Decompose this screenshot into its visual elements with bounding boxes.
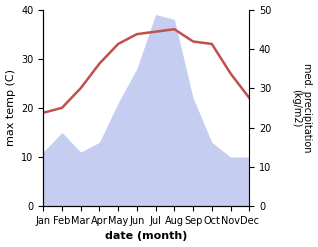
X-axis label: date (month): date (month): [105, 231, 187, 242]
Y-axis label: med. precipitation
(kg/m2): med. precipitation (kg/m2): [291, 63, 313, 153]
Y-axis label: max temp (C): max temp (C): [5, 69, 16, 146]
